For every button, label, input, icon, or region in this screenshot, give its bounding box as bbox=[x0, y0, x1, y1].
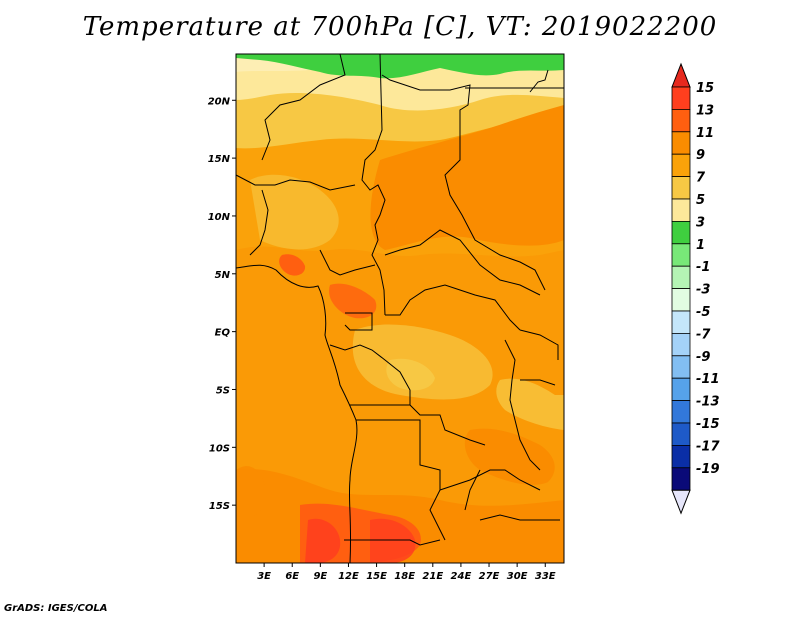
colorbar-label: 5 bbox=[696, 193, 705, 208]
colorbar-swatch bbox=[671, 288, 691, 312]
colorbar-swatch bbox=[671, 377, 691, 402]
colorbar: 15 13 11 9 7 5 3 1 -1 -3 -5 -7 -9 -11 -13 -15 -17 -19 bbox=[671, 62, 720, 515]
lon-tick-label: 21E bbox=[422, 571, 443, 582]
colorbar-swatch bbox=[671, 109, 691, 133]
lat-tick-label: EQ bbox=[215, 328, 231, 339]
colorbar-swatch bbox=[671, 310, 691, 334]
colorbar-swatch bbox=[671, 153, 691, 177]
country-borders bbox=[236, 54, 564, 563]
colorbar-swatch bbox=[671, 265, 691, 290]
lon-tick-label: 18E bbox=[394, 571, 415, 582]
lat-tick-label: 15N bbox=[208, 154, 231, 165]
colorbar-label: 15 bbox=[696, 81, 714, 96]
colorbar-top-arrow bbox=[671, 62, 691, 88]
plot-title: Temperature at 700hPa [C], VT: 201902220… bbox=[82, 12, 718, 42]
colorbar-swatch bbox=[671, 176, 691, 200]
lon-tick-label: 24E bbox=[451, 571, 472, 582]
colorbar-label: 9 bbox=[696, 148, 705, 163]
grads-credit: GrADS: IGES/COLA bbox=[4, 603, 108, 614]
lat-tick-label: 10S bbox=[209, 443, 230, 454]
colorbar-swatch bbox=[671, 422, 691, 446]
colorbar-label: 1 bbox=[696, 238, 705, 253]
lat-tick-label: 15S bbox=[209, 501, 230, 512]
colorbar-label: 11 bbox=[696, 126, 714, 141]
lon-tick-label: 30E bbox=[507, 571, 528, 582]
colorbar-swatch bbox=[671, 355, 691, 379]
colorbar-label: -11 bbox=[696, 372, 720, 387]
lon-tick-label: 9E bbox=[313, 571, 327, 582]
map-frame bbox=[235, 53, 565, 564]
colorbar-swatch bbox=[671, 220, 691, 245]
colorbar-swatch bbox=[671, 131, 691, 155]
colorbar-label: -17 bbox=[696, 439, 720, 454]
lat-tick-label: 10N bbox=[208, 212, 231, 223]
colorbar-swatch bbox=[671, 400, 691, 424]
colorbar-label: -15 bbox=[696, 417, 720, 432]
colorbar-label: 7 bbox=[696, 171, 706, 186]
colorbar-swatch bbox=[671, 467, 691, 491]
colorbar-label: -19 bbox=[696, 462, 720, 477]
lat-tick-label: 5S bbox=[216, 385, 230, 396]
colorbar-label: 13 bbox=[696, 103, 714, 118]
lat-tick-label: 5N bbox=[215, 270, 231, 281]
colorbar-label: 3 bbox=[696, 215, 705, 230]
colorbar-label: -13 bbox=[696, 395, 720, 410]
temperature-field bbox=[236, 54, 564, 563]
lon-tick-label: 15E bbox=[366, 571, 387, 582]
colorbar-label: -5 bbox=[696, 305, 710, 320]
longitude-axis: 3E 6E 9E 12E 15E 18E 21E 24E 27E 30E 33E bbox=[257, 563, 556, 582]
lon-tick-label: 27E bbox=[479, 571, 500, 582]
colorbar-swatch bbox=[671, 86, 691, 110]
colorbar-label: -1 bbox=[696, 260, 710, 275]
colorbar-label: -7 bbox=[696, 327, 711, 342]
lon-tick-label: 3E bbox=[257, 571, 271, 582]
colorbar-bottom-arrow bbox=[671, 489, 691, 515]
colorbar-label: -9 bbox=[696, 350, 710, 365]
colorbar-swatch bbox=[671, 198, 691, 222]
colorbar-label: -3 bbox=[696, 283, 710, 298]
colorbar-swatch bbox=[671, 444, 691, 469]
lon-tick-label: 33E bbox=[535, 571, 556, 582]
lon-tick-label: 12E bbox=[338, 571, 359, 582]
colorbar-swatch bbox=[671, 332, 691, 357]
latitude-axis: 20N 15N 10N 5N EQ 5S 10S 15S bbox=[208, 96, 236, 512]
lon-tick-label: 6E bbox=[285, 571, 299, 582]
lat-tick-label: 20N bbox=[208, 96, 231, 107]
colorbar-swatch bbox=[671, 243, 691, 267]
